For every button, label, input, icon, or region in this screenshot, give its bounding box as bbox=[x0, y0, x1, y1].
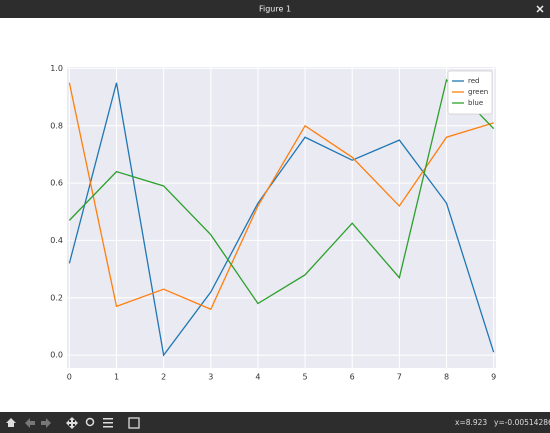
x-tick-label: 1 bbox=[114, 373, 119, 382]
x-tick-label: 7 bbox=[397, 373, 402, 382]
configure-bar bbox=[103, 426, 113, 428]
legend-label: green bbox=[468, 88, 488, 96]
line bbox=[68, 78, 495, 305]
line bbox=[68, 82, 494, 311]
x-tick-label: 0 bbox=[67, 373, 72, 382]
x-tick-label: 3 bbox=[208, 373, 213, 382]
y-tick-label: 0.0 bbox=[50, 351, 63, 360]
x-tick-label: 8 bbox=[444, 373, 449, 382]
status-y: y=-0.00514286 bbox=[494, 418, 550, 427]
x-tick-label: 2 bbox=[161, 373, 166, 382]
window-title: Figure 1 bbox=[259, 5, 291, 14]
close-button[interactable] bbox=[536, 5, 544, 13]
y-tick-label: 0.6 bbox=[50, 179, 63, 188]
legend-label: blue bbox=[468, 99, 483, 107]
plot: 0 1 2 3 4 5 6 7 8 9 0.0 0.2 0.4 0.6 0.8 1.0 red green blue bbox=[50, 64, 496, 382]
y-tick-label: 0.8 bbox=[50, 121, 63, 130]
save-button[interactable] bbox=[128, 417, 140, 429]
configure-bar bbox=[103, 422, 113, 424]
configure-button[interactable] bbox=[103, 418, 113, 420]
zoom-button[interactable] bbox=[85, 417, 95, 427]
plot-background bbox=[67, 67, 496, 368]
legend-label: red bbox=[468, 77, 479, 85]
y-tick-label: 1.0 bbox=[50, 64, 63, 73]
y-tick-label: 0.2 bbox=[50, 293, 63, 302]
y-tick-label: 0.4 bbox=[50, 236, 63, 245]
home-button[interactable] bbox=[6, 418, 16, 427]
forward-button[interactable] bbox=[41, 418, 51, 428]
x-tick-label: 5 bbox=[303, 373, 308, 382]
x-tick-label: 4 bbox=[255, 373, 260, 382]
x-tick-label: 6 bbox=[350, 373, 355, 382]
back-button[interactable] bbox=[25, 418, 35, 428]
status-x: x=8.923 bbox=[455, 418, 487, 427]
x-tick-label: 9 bbox=[491, 373, 496, 382]
pan-button[interactable] bbox=[66, 417, 78, 429]
title-bar bbox=[0, 0, 550, 18]
toolbar-icons bbox=[6, 417, 140, 429]
